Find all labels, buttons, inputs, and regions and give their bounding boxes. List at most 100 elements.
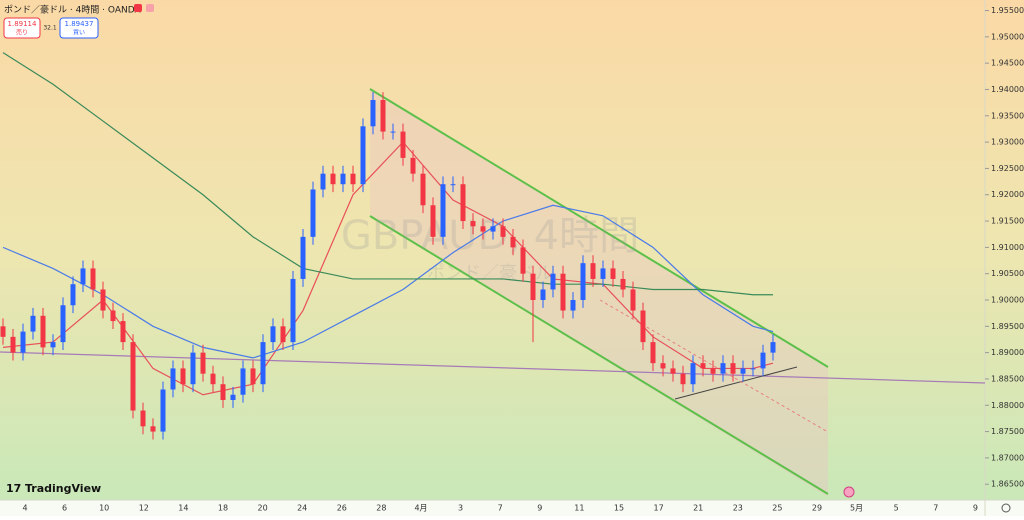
y-tick-label: 1.94000 [991, 85, 1024, 94]
sell-button[interactable] [3, 17, 41, 39]
y-tick-label: 1.95000 [991, 32, 1024, 41]
candle-body [50, 342, 56, 348]
y-tick-label: 1.89500 [991, 322, 1024, 331]
candle-body [320, 173, 326, 190]
candle-body [260, 342, 266, 385]
sell-price: 1.89114 [8, 20, 37, 28]
y-tick-label: 1.87500 [991, 427, 1024, 436]
candle-body [430, 205, 436, 237]
candle-body [530, 273, 536, 300]
y-tick-label: 1.89000 [991, 348, 1024, 357]
y-tick-label: 1.92500 [991, 164, 1024, 173]
x-tick-label: 10 [99, 504, 109, 513]
time-axis-bg [0, 500, 1024, 516]
candle-body [30, 315, 36, 332]
candle-body [670, 368, 676, 374]
candle-body [540, 289, 546, 300]
candle-body [560, 273, 566, 311]
candle-body [360, 126, 366, 185]
projection-line [599, 299, 829, 433]
candle-body [180, 368, 186, 385]
candle-body [100, 289, 106, 311]
candle-body [310, 189, 316, 237]
candle-body [660, 363, 666, 369]
candle-body [580, 263, 586, 300]
x-tick-label: 9 [973, 504, 978, 513]
buy-label: 買い [73, 30, 85, 37]
candle-body [390, 131, 396, 133]
candle-body [570, 300, 576, 311]
x-tick-label: 3 [458, 504, 463, 513]
settings-icon[interactable] [1001, 503, 1011, 513]
x-tick-label: 5 [894, 504, 899, 513]
candle-body [190, 352, 196, 385]
y-tick-label: 1.93000 [991, 138, 1024, 147]
candle-body [460, 184, 466, 222]
spread: 32.1 [43, 25, 57, 32]
candle-body [750, 368, 756, 370]
flag [134, 4, 142, 12]
candle-body [220, 384, 226, 400]
trend-line [0, 351, 986, 384]
y-tick-label: 1.90000 [991, 296, 1024, 305]
candle-body [470, 221, 476, 227]
logo-mark: 17 [6, 482, 21, 495]
candle-body [110, 310, 116, 322]
candle-body [10, 336, 16, 353]
x-tick-label: 15 [614, 504, 624, 513]
x-tick-label: 23 [733, 504, 743, 513]
candle-body [420, 173, 426, 206]
candle-body [730, 363, 736, 374]
buy-button[interactable] [59, 17, 99, 39]
candle-body [300, 236, 306, 279]
candle-body [740, 368, 746, 374]
x-tick-label: 4月 [414, 504, 427, 513]
candle-body [370, 100, 376, 127]
candle-body [610, 268, 616, 279]
buy-price: 1.89437 [65, 20, 94, 28]
channel-upper [369, 88, 829, 368]
symbol-title: ポンド／豪ドル · 4時間 · OANDA [4, 4, 141, 16]
x-tick-label: 18 [218, 504, 228, 513]
candle-body [710, 368, 716, 374]
x-tick-label: 12 [139, 504, 149, 513]
candle-body [350, 173, 356, 185]
candle-body [600, 268, 606, 279]
candle-body [340, 173, 346, 185]
candle-body [90, 268, 96, 290]
candle-body [290, 278, 296, 343]
candle-body [450, 184, 456, 186]
moving-average [2, 52, 773, 296]
candle-body [500, 226, 506, 237]
candle-body [140, 410, 146, 427]
y-tick-label: 1.87000 [991, 453, 1024, 462]
x-tick-label: 4 [22, 504, 27, 513]
x-tick-label: 28 [376, 504, 386, 513]
candle-body [380, 100, 386, 132]
logo: TradingView [25, 482, 101, 495]
y-tick-label: 1.88500 [991, 374, 1024, 383]
y-tick-label: 1.95500 [991, 6, 1024, 15]
x-tick-label: 14 [178, 504, 188, 513]
candle-body [210, 373, 216, 385]
candle-body [40, 315, 46, 348]
background [0, 0, 1024, 500]
candle-body [520, 247, 526, 274]
candle-body [770, 342, 776, 353]
candle-body [200, 352, 206, 374]
candle-body [510, 236, 516, 248]
x-tick-label: 25 [772, 504, 782, 513]
x-tick-label: 26 [337, 504, 347, 513]
x-tick-label: 17 [654, 504, 664, 513]
candle-body [130, 342, 136, 411]
candle-body [330, 173, 336, 185]
candle-body [150, 426, 156, 432]
y-tick-label: 1.90500 [991, 269, 1024, 278]
candle-body [680, 373, 686, 385]
moving-average [2, 204, 774, 359]
x-tick-label: 21 [693, 504, 703, 513]
event-icon[interactable] [843, 486, 855, 498]
y-tick-label: 1.94500 [991, 59, 1024, 68]
